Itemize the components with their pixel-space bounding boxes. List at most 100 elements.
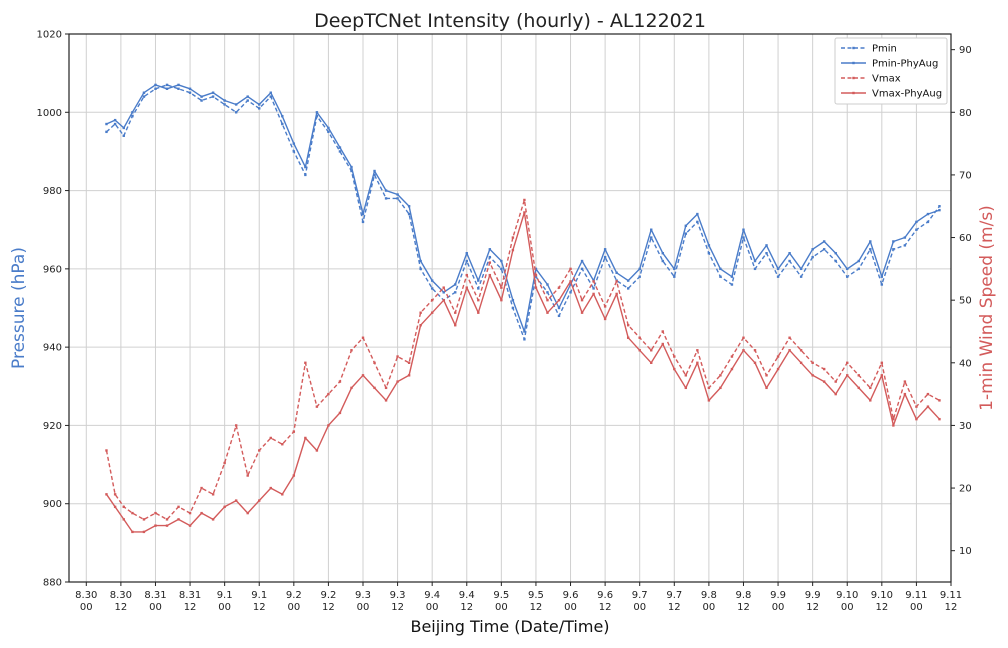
x-axis-title: Beijing Time (Date/Time) — [410, 617, 609, 636]
data-point — [269, 436, 272, 440]
data-point — [223, 103, 226, 106]
x-tick-label: 9.4 — [459, 590, 475, 601]
data-point — [580, 259, 584, 263]
data-point — [154, 87, 157, 90]
x-tick-label: 12 — [184, 602, 197, 613]
x-tick-label: 00 — [841, 602, 854, 613]
data-point — [477, 287, 480, 290]
data-point — [211, 518, 215, 521]
data-point — [846, 267, 849, 271]
data-point — [926, 212, 930, 216]
x-axis-ticks: 8.30008.30128.31008.31129.1009.1129.2009… — [75, 582, 962, 613]
data-point — [246, 95, 249, 98]
x-tick-label: 12 — [737, 602, 750, 613]
data-point — [938, 208, 941, 212]
plot-frame — [68, 33, 952, 583]
data-point — [430, 287, 434, 290]
left-tick-label: 980 — [43, 186, 62, 197]
data-point — [269, 95, 272, 98]
data-point — [707, 399, 711, 402]
data-point — [396, 193, 399, 196]
data-point — [327, 392, 330, 396]
data-point — [315, 449, 319, 452]
data-point — [234, 103, 238, 106]
right-tick-label: 80 — [959, 108, 972, 119]
data-point — [258, 499, 261, 502]
x-tick-label: 9.8 — [701, 590, 717, 601]
data-point — [626, 324, 630, 327]
legend-label: Pmin — [872, 44, 897, 55]
data-point — [730, 283, 734, 286]
data-point — [500, 267, 503, 271]
series-line — [105, 211, 941, 533]
data-point — [811, 248, 814, 251]
data-point — [892, 248, 895, 251]
data-point — [776, 367, 780, 371]
x-tick-label: 00 — [80, 602, 93, 613]
x-tick-label: 9.7 — [632, 590, 648, 601]
data-point — [292, 430, 296, 433]
left-tick-label: 960 — [43, 264, 62, 275]
data-point — [304, 165, 307, 169]
data-point — [407, 212, 411, 216]
data-point — [361, 220, 365, 224]
legend-box — [834, 37, 948, 105]
data-point — [673, 267, 676, 271]
data-point — [177, 518, 180, 521]
x-tick-label: 12 — [875, 602, 888, 613]
data-point — [511, 306, 515, 310]
x-tick-label: 9.9 — [805, 590, 821, 601]
data-point — [131, 111, 134, 114]
x-tick-label: 9.10 — [836, 590, 858, 601]
data-point — [234, 499, 238, 502]
data-point — [926, 392, 930, 396]
right-tick-label: 10 — [959, 546, 972, 557]
x-tick-label: 12 — [945, 602, 958, 613]
data-point — [546, 283, 549, 286]
data-point — [465, 252, 468, 255]
data-point — [454, 324, 457, 327]
data-point — [454, 291, 457, 294]
right-tick-label: 90 — [959, 45, 972, 56]
data-point — [753, 267, 757, 271]
x-tick-label: 9.1 — [251, 590, 267, 601]
series-line — [105, 199, 940, 521]
data-point — [834, 380, 837, 383]
data-point — [557, 314, 561, 318]
data-point — [707, 244, 711, 247]
data-point — [292, 474, 296, 477]
data-point — [258, 449, 261, 452]
legend-marker — [852, 61, 855, 65]
data-point — [113, 505, 117, 509]
data-point — [465, 259, 468, 263]
data-point — [534, 273, 538, 277]
left-tick-label: 900 — [43, 499, 62, 510]
right-axis-title: 1-min Wind Speed (m/s) — [977, 205, 997, 411]
data-point — [105, 493, 108, 496]
data-point — [857, 374, 860, 377]
x-tick-label: 12 — [806, 602, 819, 613]
data-point — [915, 228, 918, 231]
data-point — [742, 349, 745, 352]
data-point — [154, 524, 157, 527]
x-tick-label: 9.8 — [736, 590, 752, 601]
data-point — [799, 361, 803, 364]
data-point — [511, 248, 515, 252]
left-tick-label: 920 — [43, 421, 62, 432]
legend: Pmin Pmin-PhyAug Vmax Vmax-PhyAug — [834, 37, 948, 105]
data-point — [938, 399, 941, 402]
x-tick-label: 00 — [149, 602, 162, 613]
data-point — [488, 261, 492, 264]
data-point — [142, 95, 146, 98]
data-point — [788, 252, 791, 255]
data-point — [603, 248, 607, 251]
data-point — [661, 330, 664, 333]
data-point — [753, 361, 757, 364]
data-point — [338, 411, 342, 415]
x-tick-label: 8.30 — [110, 590, 132, 601]
data-point — [765, 252, 768, 255]
data-point — [834, 259, 837, 263]
left-tick-label: 1020 — [37, 30, 62, 41]
data-point — [384, 386, 388, 390]
data-point — [742, 236, 745, 239]
